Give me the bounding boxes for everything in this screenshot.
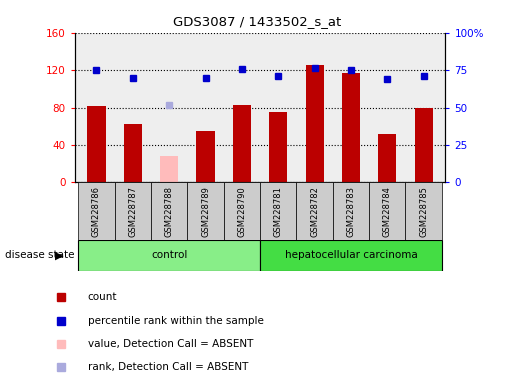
Bar [78, 240, 260, 271]
Text: GSM228790: GSM228790 [237, 186, 246, 237]
Bar [224, 182, 260, 240]
Text: GSM228785: GSM228785 [419, 186, 428, 237]
Bar [115, 182, 151, 240]
Bar [196, 131, 215, 182]
Text: hepatocellular carcinoma: hepatocellular carcinoma [285, 250, 417, 260]
Bar [342, 73, 360, 182]
Bar [369, 182, 405, 240]
Text: GSM228787: GSM228787 [128, 186, 138, 237]
Text: GSM228783: GSM228783 [347, 186, 355, 237]
Text: count: count [88, 292, 117, 303]
Text: GSM228782: GSM228782 [310, 186, 319, 237]
Bar [151, 182, 187, 240]
Bar [405, 182, 442, 240]
Text: GDS3087 / 1433502_s_at: GDS3087 / 1433502_s_at [174, 15, 341, 28]
Bar [260, 182, 297, 240]
Text: disease state: disease state [5, 250, 75, 260]
Text: rank, Detection Call = ABSENT: rank, Detection Call = ABSENT [88, 362, 248, 372]
Bar [233, 105, 251, 182]
Text: GSM228781: GSM228781 [274, 186, 283, 237]
Bar [160, 156, 178, 182]
Bar [378, 134, 397, 182]
Bar [305, 65, 324, 182]
Bar [124, 124, 142, 182]
Bar [415, 108, 433, 182]
Text: ▶: ▶ [55, 250, 63, 260]
Bar [260, 240, 442, 271]
Text: GSM228788: GSM228788 [165, 186, 174, 237]
Bar [333, 182, 369, 240]
Text: GSM228784: GSM228784 [383, 186, 392, 237]
Bar [269, 112, 287, 182]
Text: GSM228789: GSM228789 [201, 186, 210, 237]
Text: value, Detection Call = ABSENT: value, Detection Call = ABSENT [88, 339, 253, 349]
Bar [88, 106, 106, 182]
Bar [297, 182, 333, 240]
Text: percentile rank within the sample: percentile rank within the sample [88, 316, 264, 326]
Text: control: control [151, 250, 187, 260]
Text: GSM228786: GSM228786 [92, 186, 101, 237]
Bar [78, 182, 115, 240]
Bar [187, 182, 224, 240]
